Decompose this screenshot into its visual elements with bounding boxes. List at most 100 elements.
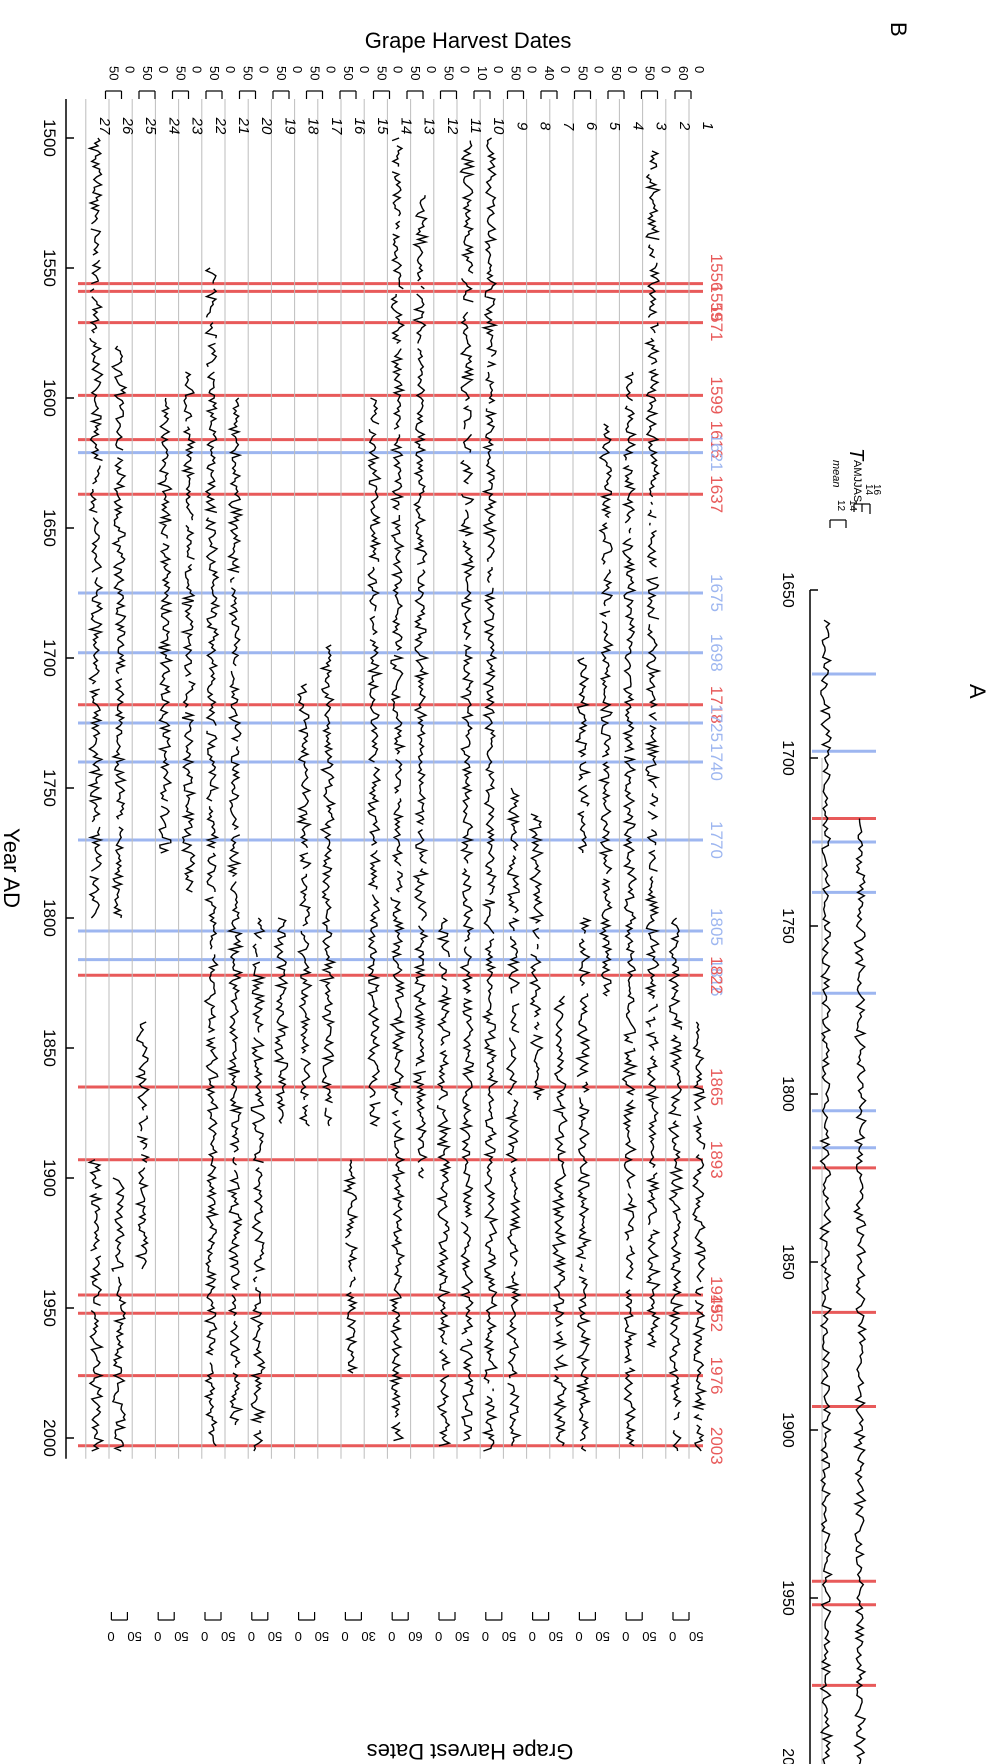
panel-a-x-tick-label: 1900 [779,1412,796,1448]
harvest-date-series [249,917,267,1452]
highlight-year-label: 1621 [707,434,726,472]
panel-a-ylabel-sup: AMJJAS [851,460,863,502]
series-label: 6 [583,122,600,131]
panel-b-title: Grape Harvest Dates [365,28,572,53]
panel-b-ylabel-bottom: Grape Harvest Dates [367,1739,574,1764]
scale-label: 50 [609,66,624,80]
scale-label: 0 [107,1629,114,1644]
scale-label: 0 [295,1629,302,1644]
harvest-date-series [366,397,384,1127]
scale-label: 0 [622,1629,629,1644]
scale-label: 0 [156,66,171,73]
x-tick-label: 1650 [40,509,59,547]
panel-a-label: A [965,684,990,699]
panel-a-scale-label: 14 [863,484,874,496]
series-label: 8 [537,122,554,131]
scale-label: 50 [107,66,122,80]
panel-a-scale-label: 12 [835,500,846,512]
x-tick-label: 1550 [40,249,59,287]
harvest-date-series [504,787,522,1446]
x-tick-label: 1850 [40,1029,59,1067]
harvest-date-series [87,1159,105,1452]
series-label: 15 [374,118,391,135]
x-tick-label: 1600 [40,379,59,417]
scale-label: 50 [127,1629,141,1644]
series-label: 2 [676,121,693,131]
scale-label: 0 [692,66,707,73]
series-label: 13 [421,118,438,135]
scale-label: 50 [509,66,524,80]
series-label: 19 [281,118,298,135]
series-label: 7 [560,122,577,131]
temperature-series [819,619,834,1764]
x-tick-label: 1500 [40,119,59,157]
scale-label: 0 [435,1629,442,1644]
panel-a-x-tick-label: 1950 [779,1580,796,1616]
scale-label: 50 [576,66,591,80]
harvest-date-series [644,150,662,1348]
scale-label: 50 [455,1629,469,1644]
scale-label: 0 [424,66,439,73]
highlight-year-label: 1893 [707,1141,726,1179]
scale-label: 50 [642,1629,656,1644]
highlight-year-label: 1822 [707,956,726,994]
harvest-date-series [111,1177,127,1452]
scale-label: 0 [201,1629,208,1644]
highlight-year-label: 1616 [707,421,726,459]
scale-label: 50 [595,1629,609,1644]
series-label: 18 [305,118,322,135]
series-label: 17 [328,118,345,135]
scale-label: 10 [475,66,490,80]
highlight-year-label: 1945 [707,1276,726,1314]
harvest-date-series [156,397,174,854]
x-tick-label: 2000 [40,1419,59,1457]
scale-label: 0 [558,66,573,73]
highlight-year-label: 1816 [707,959,726,997]
harvest-date-series [574,657,592,854]
scale-label: 0 [575,1629,582,1644]
scale-label: 0 [659,66,674,73]
harvest-date-series [391,138,404,1446]
series-label: 12 [444,118,461,135]
series-label: 20 [258,117,275,135]
harvest-date-series [273,917,290,1124]
series-label: 21 [235,117,252,135]
scale-label: 50 [174,1629,188,1644]
highlight-year-label: 1725 [707,704,726,742]
harvest-date-series [621,371,639,1447]
scale-label: 0 [525,66,540,73]
highlight-year-label: 1571 [707,304,726,342]
scale-label: 0 [529,1629,536,1644]
panel-a-x-tick-label: 1650 [779,572,796,608]
highlight-year-label: 1770 [707,821,726,859]
series-label: 1 [699,122,716,130]
scale-label: 0 [223,66,238,73]
scale-label: 0 [357,66,372,73]
series-label: 25 [142,117,159,135]
scale-label: 0 [190,66,205,73]
panel-a-ylabel-sub: mean [830,460,842,488]
highlight-year-label: 1599 [707,376,726,414]
highlight-year-label: 1637 [707,475,726,513]
harvest-date-series [87,137,104,919]
series-label: 24 [165,117,182,135]
scale-label: 0 [123,66,138,73]
harvest-date-series [436,917,453,1447]
harvest-date-series [461,141,474,1446]
panel-a-x-tick-label: 1750 [779,908,796,944]
harvest-date-series [180,371,197,893]
scale-label: 0 [154,1629,161,1644]
scale-label: 50 [442,66,457,80]
panel-a-x-tick-label: 1800 [779,1076,796,1112]
scale-label: 0 [458,66,473,73]
harvest-date-series [597,423,614,997]
highlight-year-label: 1865 [707,1068,726,1106]
series-label: 26 [119,117,136,135]
scale-label: 50 [268,1629,282,1644]
highlight-year-label: 1556 [707,254,726,292]
series-label: 10 [490,118,507,135]
harvest-date-series [134,1021,151,1270]
scale-label: 0 [290,66,305,73]
series-label: 16 [351,118,368,135]
